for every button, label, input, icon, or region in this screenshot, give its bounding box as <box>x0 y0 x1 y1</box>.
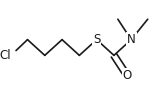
Text: S: S <box>93 33 100 46</box>
Text: O: O <box>123 69 132 82</box>
Text: N: N <box>127 33 136 46</box>
Text: Cl: Cl <box>0 49 11 62</box>
